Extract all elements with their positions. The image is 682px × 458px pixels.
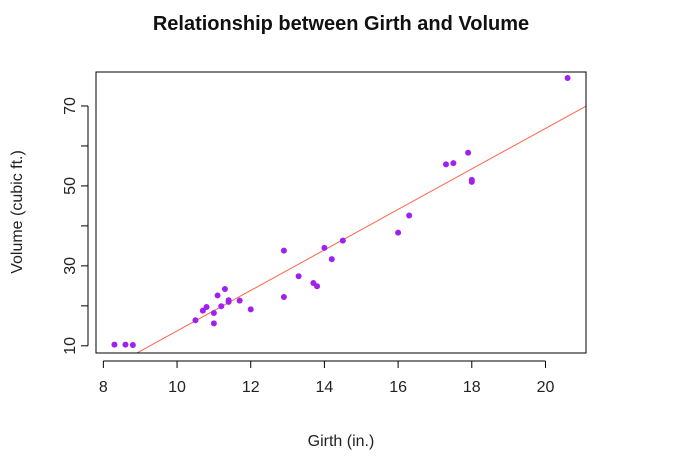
data-point bbox=[129, 342, 136, 349]
data-point bbox=[321, 244, 328, 251]
data-point bbox=[339, 237, 346, 244]
data-point bbox=[111, 341, 118, 348]
x-tick-label: 20 bbox=[537, 379, 555, 396]
data-point bbox=[218, 303, 225, 310]
data-point bbox=[210, 310, 217, 317]
y-tick-label: 30 bbox=[62, 257, 79, 275]
y-tick-label: 70 bbox=[62, 97, 79, 115]
data-point bbox=[450, 160, 457, 167]
data-point bbox=[221, 286, 228, 293]
data-point bbox=[122, 341, 129, 348]
x-tick-label: 16 bbox=[389, 379, 407, 396]
x-axis-label: Girth (in.) bbox=[308, 433, 375, 450]
y-tick-label: 50 bbox=[62, 177, 79, 195]
data-point bbox=[395, 229, 402, 236]
data-point bbox=[203, 304, 210, 311]
data-point bbox=[465, 149, 472, 156]
data-point bbox=[214, 292, 221, 299]
data-point bbox=[280, 294, 287, 301]
data-point bbox=[247, 306, 254, 313]
data-point bbox=[199, 307, 206, 314]
data-point bbox=[406, 212, 413, 219]
x-tick-label: 12 bbox=[242, 379, 260, 396]
x-tick-label: 8 bbox=[99, 379, 108, 396]
y-axis-label: Volume (cubic ft.) bbox=[9, 150, 26, 274]
x-tick-label: 10 bbox=[168, 379, 186, 396]
data-point bbox=[236, 297, 243, 304]
data-point bbox=[443, 161, 449, 168]
data-point bbox=[210, 320, 217, 327]
data-point bbox=[314, 283, 321, 290]
data-point bbox=[468, 178, 475, 185]
x-tick-label: 14 bbox=[316, 379, 334, 396]
data-point bbox=[295, 273, 302, 280]
plot-area-frame bbox=[95, 71, 587, 354]
y-tick-label: 10 bbox=[62, 337, 79, 355]
data-point bbox=[328, 256, 335, 263]
data-point bbox=[564, 74, 571, 81]
chart-title: Relationship between Girth and Volume bbox=[153, 13, 529, 35]
data-point bbox=[225, 297, 232, 304]
data-point bbox=[192, 317, 199, 324]
data-point bbox=[280, 247, 287, 254]
x-tick-label: 18 bbox=[463, 379, 481, 396]
